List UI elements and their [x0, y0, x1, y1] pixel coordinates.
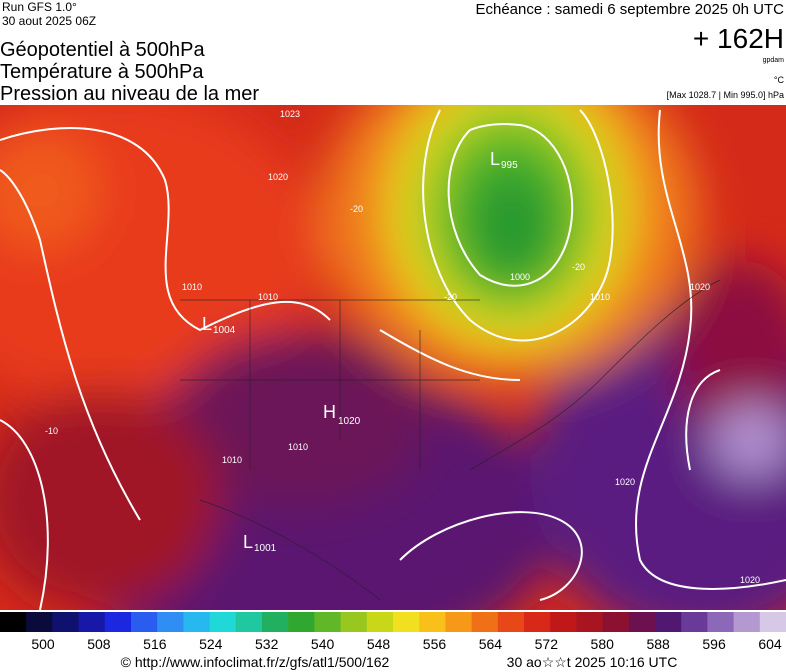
- title: Température à 500hPa: [0, 61, 204, 83]
- colorbar-swatch: [52, 612, 80, 632]
- title: Pression au niveau de la mer: [0, 83, 259, 105]
- contour-label: 1010: [182, 282, 202, 292]
- contour-label: 1020: [268, 172, 288, 182]
- contour-label: 1010: [590, 292, 610, 302]
- header: Run GFS 1.0° 30 aout 2025 06Z Géopotenti…: [0, 0, 784, 105]
- unit-geo: gpdam: [763, 57, 785, 64]
- colorbar-tick-label: 604: [758, 636, 782, 652]
- contour-label: 1010: [258, 292, 278, 302]
- center-value: 1001: [254, 543, 277, 554]
- colorbar-tick-label: 548: [367, 636, 391, 652]
- colorbar-swatch: [0, 612, 27, 632]
- contour-label: 1000: [510, 272, 530, 282]
- lead-time: + 162H: [693, 23, 784, 54]
- colorbar-tick-label: 524: [199, 636, 223, 652]
- model: Run GFS 1.0°: [2, 0, 77, 14]
- valid-time: Echéance : samedi 6 septembre 2025 0h UT…: [475, 1, 784, 18]
- colorbar-swatch: [157, 612, 184, 632]
- colorbar-swatch: [209, 612, 237, 632]
- colorbar-tick-label: 580: [591, 636, 615, 652]
- run-date: 30 aout 2025 06Z: [2, 14, 96, 28]
- center-type: L: [243, 532, 253, 552]
- colorbar-swatch: [26, 612, 53, 632]
- contour-label: 1020: [740, 575, 760, 585]
- contour-label: -20: [444, 292, 457, 302]
- colorbar: 500 508 516 524 532 540 548 556 564 572 580 588 596 6…: [0, 612, 786, 652]
- colorbar-swatch: [602, 612, 630, 632]
- colorbar-swatch: [393, 612, 420, 632]
- colorbar-tick-label: 540: [311, 636, 335, 652]
- center-type: L: [202, 314, 212, 334]
- borders: [180, 279, 721, 601]
- colorbar-swatch: [628, 612, 656, 632]
- contour-label: 1010: [288, 442, 308, 452]
- center-type: L: [490, 149, 500, 169]
- colorbar-swatch: [733, 612, 761, 632]
- colorbar-swatch: [262, 612, 289, 632]
- contour-labels: 1023 1020 1010 1010 1010 1010 1000 1020 …: [45, 109, 760, 585]
- colorbar-tick-label: 532: [255, 636, 279, 652]
- colorbar-swatch: [419, 612, 446, 632]
- colorbar-tick-label: 516: [143, 636, 167, 652]
- colorbar-tick-label: 596: [702, 636, 726, 652]
- colorbar-tick-label: 572: [535, 636, 559, 652]
- colorbar-swatch: [550, 612, 577, 632]
- source-url: © http://www.infoclimat.fr/z/gfs/atl1/50…: [121, 654, 390, 670]
- contour-label: 1020: [690, 282, 710, 292]
- title: Géopotentiel à 500hPa: [0, 39, 205, 61]
- contour-label: -10: [45, 426, 58, 436]
- colorbar-swatch: [576, 612, 604, 632]
- contour-label: 1010: [222, 455, 242, 465]
- center-value: 995: [501, 160, 518, 171]
- colorbar-swatch: [288, 612, 315, 632]
- contour-label: 1020: [615, 477, 635, 487]
- colorbar-swatch: [366, 612, 394, 632]
- contour-label: -20: [572, 262, 585, 272]
- colorbar-swatch: [497, 612, 525, 632]
- colorbar-swatch: [235, 612, 263, 632]
- contour-label: -20: [350, 204, 363, 214]
- colorbar-swatch: [471, 612, 499, 632]
- colorbar-tick-label: 556: [423, 636, 447, 652]
- colorbar-swatch: [104, 612, 132, 632]
- isobars: [0, 109, 786, 610]
- colorbar-swatch: [183, 612, 211, 632]
- colorbar-swatch: [78, 612, 106, 632]
- colorbar-swatch: [681, 612, 708, 632]
- colorbar-tick-label: 588: [646, 636, 670, 652]
- colorbar-swatch: [314, 612, 342, 632]
- colorbar-swatch: [655, 612, 682, 632]
- colorbar-swatch: [707, 612, 735, 632]
- contour-label: 1023: [280, 109, 300, 119]
- pressure-centers: L 995 L 1004 H 1020 L 1001: [202, 149, 518, 554]
- colorbar-swatch: [131, 612, 158, 632]
- pressure-range: [Max 1028.7 | Min 995.0] hPa: [667, 90, 784, 100]
- center-value: 1004: [213, 325, 236, 336]
- center-value: 1020: [338, 416, 361, 427]
- timestamp: 30 ao☆☆t 2025 10:16 UTC: [507, 654, 678, 670]
- map: [0, 105, 786, 610]
- colorbar-swatch: [340, 612, 368, 632]
- colorbar-swatch: [524, 612, 551, 632]
- center-type: H: [323, 402, 336, 422]
- unit-temp: °C: [774, 75, 785, 85]
- colorbar-tick-label: 508: [87, 636, 111, 652]
- colorbar-tick-label: 500: [31, 636, 55, 652]
- colorbar-swatch: [759, 612, 786, 632]
- colorbar-swatch: [445, 612, 473, 632]
- colorbar-tick-label: 564: [479, 636, 503, 652]
